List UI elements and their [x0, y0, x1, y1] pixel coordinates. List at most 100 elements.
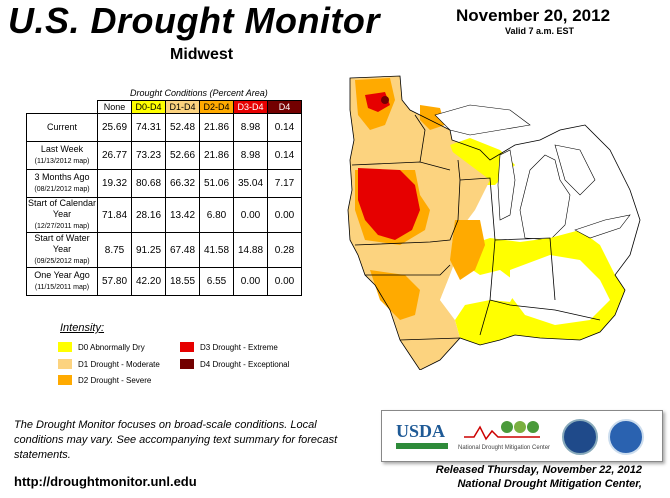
table-cell: 91.25	[131, 232, 166, 268]
commerce-seal-icon	[562, 419, 598, 455]
table-cell: 26.77	[97, 141, 132, 170]
table-cell: 0.14	[267, 113, 302, 142]
footnote: The Drought Monitor focuses on broad-sca…	[14, 419, 338, 461]
map-d1-wi	[420, 150, 490, 230]
table-row: Start of Calendar Year (12/27/2011 map) 7…	[26, 197, 302, 233]
row-label-text: Start of Water Year	[34, 233, 90, 254]
legend-item-d0: D0 Abnormally Dry	[58, 342, 145, 352]
table-cell: 28.16	[131, 197, 166, 233]
legend-title: Intensity:	[60, 322, 105, 334]
table-cell: 19.32	[97, 169, 132, 198]
col-header-d4: D4	[267, 100, 302, 114]
legend-item-d2: D2 Drought - Severe	[58, 375, 151, 385]
map-d4-spot	[381, 96, 389, 104]
legend-swatch	[58, 375, 72, 385]
map-title: U.S. Drought Monitor	[8, 0, 380, 41]
lake-michigan	[497, 149, 516, 221]
usda-logo-bar	[396, 443, 448, 449]
map-d2-ne-mn	[420, 105, 445, 130]
table-cell: 71.84	[97, 197, 132, 233]
release-info: Released Thursday, November 22, 2012 Nat…	[432, 463, 642, 491]
table-cell: 67.48	[165, 232, 200, 268]
legend-item-d3: D3 Drought - Extreme	[180, 342, 278, 352]
table-cell: 74.31	[131, 113, 166, 142]
row-label: One Year Ago (11/15/2011 map)	[26, 267, 98, 296]
table-cell: 21.86	[199, 113, 234, 142]
table-cell: 80.68	[131, 169, 166, 198]
drought-map	[347, 75, 641, 370]
ndmc-trees-icon	[462, 419, 542, 443]
table-cell: 52.66	[165, 141, 200, 170]
row-label-text: One Year Ago	[34, 270, 90, 280]
row-label: Start of Water Year (09/25/2012 map)	[26, 232, 98, 268]
table-cell: 41.58	[199, 232, 234, 268]
row-label-sub: (11/15/2011 map)	[34, 284, 90, 291]
noaa-logo-icon	[608, 419, 644, 455]
col-header-d2-d4: D2-D4	[199, 100, 234, 114]
usda-logo: USDA	[396, 421, 446, 441]
lake-erie	[574, 214, 631, 239]
table-header-row: None D0-D4 D1-D4 D2-D4 D3-D4 D4	[27, 100, 302, 114]
table-cell: 0.00	[233, 197, 268, 233]
table-row: 3 Months Ago (08/21/2012 map) 19.32 80.68…	[26, 169, 302, 198]
table-cell: 18.55	[165, 267, 200, 296]
row-label-text: Start of Calendar Year	[27, 198, 97, 219]
map-d2-mo	[370, 270, 420, 320]
table-caption: Drought Conditions (Percent Area)	[130, 88, 268, 98]
table-cell: 0.00	[267, 197, 302, 233]
map-date: November 20, 2012	[456, 6, 611, 25]
valid-time: Valid 7 a.m. EST	[505, 26, 575, 36]
row-label: 3 Months Ago (08/21/2012 map)	[26, 169, 98, 198]
map-d2-il	[450, 220, 485, 280]
table-cell: 13.42	[165, 197, 200, 233]
row-label-sub: (09/25/2012 map)	[34, 258, 90, 265]
legend-label: D2 Drought - Severe	[78, 375, 152, 385]
table-cell: 57.80	[97, 267, 132, 296]
table-cell: 6.80	[199, 197, 234, 233]
legend-swatch	[180, 342, 194, 352]
table-cell: 73.23	[131, 141, 166, 170]
table-row: One Year Ago (11/15/2011 map) 57.80 42.20…	[26, 267, 302, 296]
row-label: Current	[26, 113, 98, 142]
table-cell: 0.00	[267, 267, 302, 296]
row-label-sub: (08/21/2012 map)	[34, 186, 90, 193]
table-cell: 6.55	[199, 267, 234, 296]
table-cell: 35.04	[233, 169, 268, 198]
table-row: Current 25.69 74.31 52.48 21.86 8.98 0.1…	[26, 113, 302, 142]
legend-item-d1: D1 Drought - Moderate	[58, 359, 160, 369]
col-header-d1-d4: D1-D4	[165, 100, 200, 114]
legend-label: D3 Drought - Extreme	[200, 342, 278, 352]
table-cell: 8.75	[97, 232, 132, 268]
lake-huron	[554, 144, 596, 196]
legend-label: D0 Abnormally Dry	[78, 342, 145, 352]
legend-label: D4 Drought - Exceptional	[200, 359, 290, 369]
row-label: Last Week (11/13/2012 map)	[26, 141, 98, 170]
release-author: National Drought Mitigation Center,	[457, 478, 642, 490]
region-name: Midwest	[170, 46, 234, 63]
row-label-text: 3 Months Ago	[34, 172, 90, 182]
row-label: Start of Calendar Year (12/27/2011 map)	[26, 197, 98, 233]
release-date: Released Thursday, November 22, 2012	[435, 464, 642, 476]
table-cell: 0.14	[267, 141, 302, 170]
table-cell: 0.28	[267, 232, 302, 268]
table-row: Start of Water Year (09/25/2012 map) 8.75…	[26, 232, 302, 268]
map-michigan	[519, 154, 571, 241]
table-cell: 8.98	[233, 113, 268, 142]
legend-label: D1 Drought - Moderate	[78, 359, 160, 369]
row-label-sub: (11/13/2012 map)	[34, 158, 90, 165]
row-label-sub: (12/27/2011 map)	[34, 223, 90, 230]
table-cell: 0.00	[233, 267, 268, 296]
col-header-d3-d4: D3-D4	[233, 100, 268, 114]
legend-swatch	[58, 342, 72, 352]
website-link[interactable]: http://droughtmonitor.unl.edu	[14, 474, 197, 489]
table-cell: 25.69	[97, 113, 132, 142]
table-cell: 7.17	[267, 169, 302, 198]
legend-swatch	[58, 359, 72, 369]
table-row: Last Week (11/13/2012 map) 26.77 73.23 52…	[26, 141, 302, 170]
legend-item-d4: D4 Drought - Exceptional	[180, 359, 289, 369]
table-cell: 66.32	[165, 169, 200, 198]
row-label-text: Last Week	[40, 144, 84, 154]
lake-superior	[434, 104, 531, 136]
col-header-none: None	[97, 100, 132, 114]
state-borders	[347, 75, 641, 370]
